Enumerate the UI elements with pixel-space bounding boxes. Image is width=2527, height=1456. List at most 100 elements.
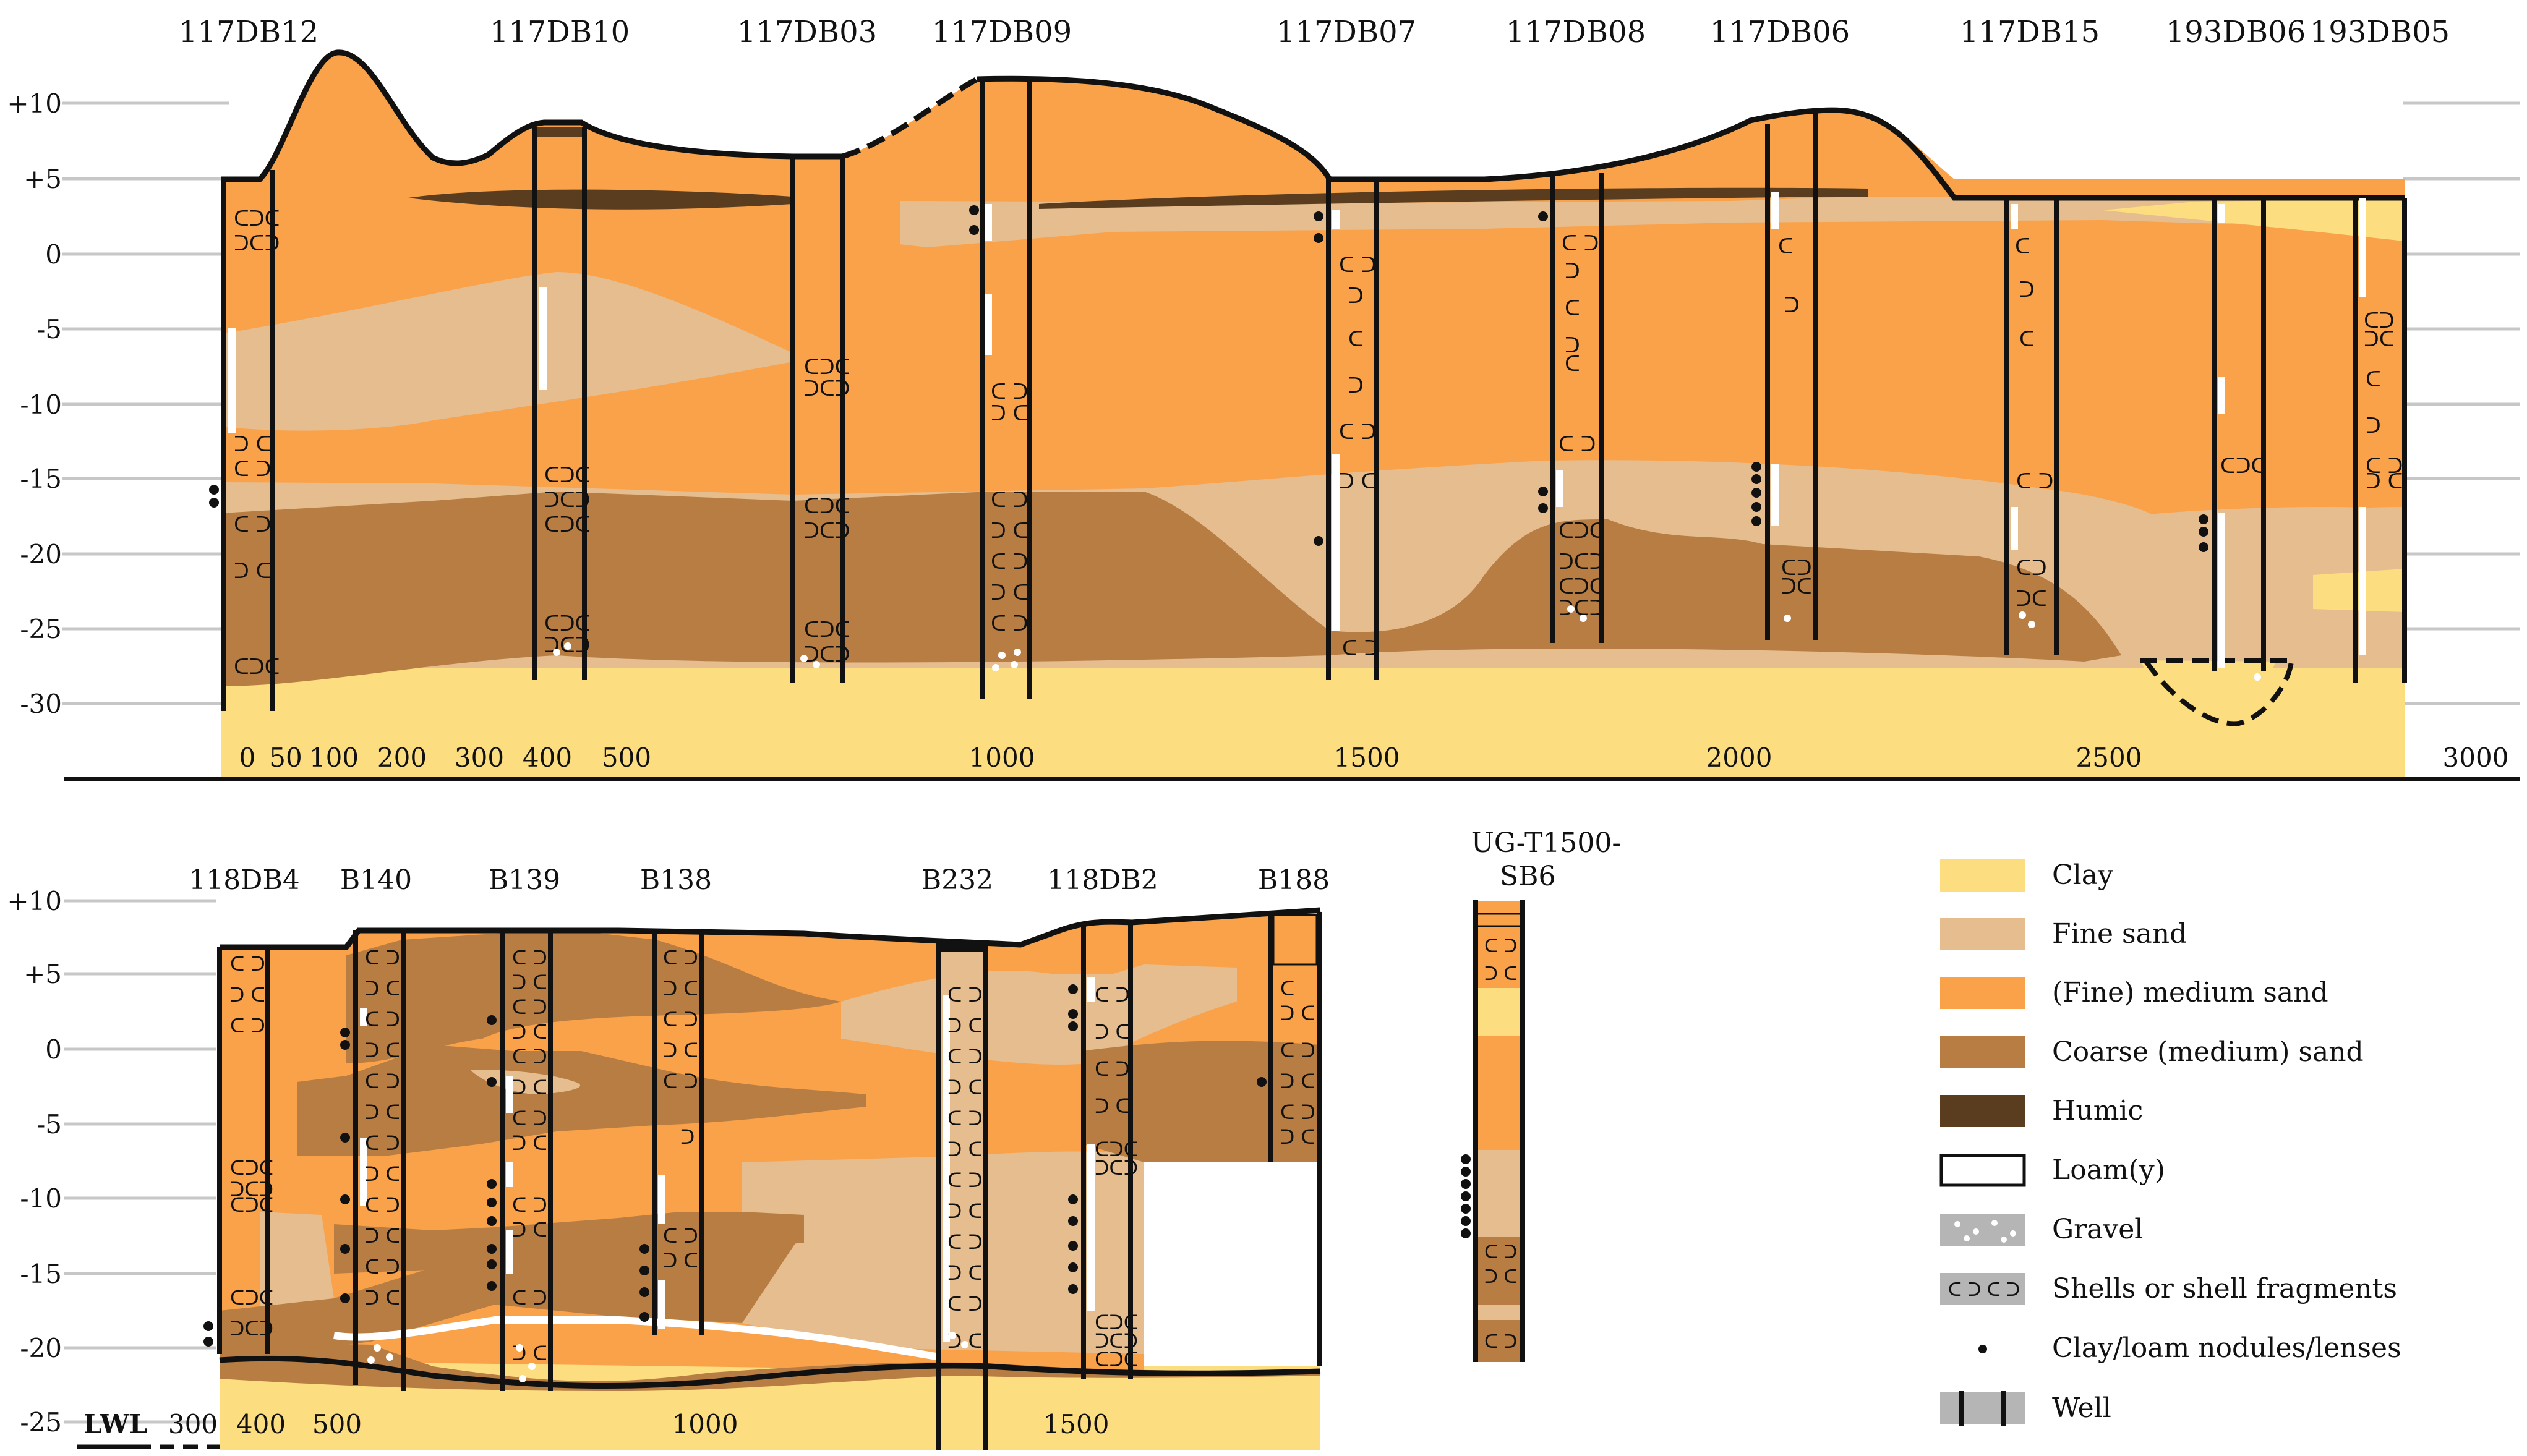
svg-text:ᑕᑐᑕ: ᑕᑐᑕ <box>804 618 850 642</box>
distance-label: 400 <box>236 1409 286 1439</box>
bottom-fine-sand-left <box>260 1212 334 1311</box>
side-well-label-line2: SB6 <box>1500 861 1555 892</box>
top-distance-tick-labels: 0 50 100 200 300 400 500 1000 1500 2000 … <box>239 743 2509 773</box>
svg-text:ᑕ ᑐ: ᑕ ᑐ <box>512 995 547 1019</box>
side-well-label-line1: UG-T1500- <box>1471 827 1622 859</box>
depth-label: -15 <box>20 1259 62 1289</box>
distance-label: 3000 <box>2443 743 2509 773</box>
svg-text:ᑕ ᑐ: ᑕ ᑐ <box>1280 1101 1315 1124</box>
bottom-nodule-marks <box>203 984 1267 1347</box>
svg-text:ᑕ: ᑕ <box>1348 327 1364 352</box>
legend-item-shells: ᑕ ᑐ ᑕ ᑐ Shells or shell fragments <box>1940 1273 2397 1305</box>
svg-text:ᑕᑐ: ᑕᑐ <box>2364 309 2395 333</box>
top-strata <box>221 49 2405 777</box>
svg-text:ᑕ ᑐ: ᑕ ᑐ <box>991 550 1028 574</box>
depth-label: -25 <box>20 1407 62 1437</box>
svg-text:ᑐ ᑕ: ᑐ ᑕ <box>1339 469 1376 494</box>
svg-text:ᑐ: ᑐ <box>1348 284 1364 309</box>
well-label: B140 <box>340 864 412 896</box>
b188-lines <box>1272 914 1318 966</box>
top-wells <box>221 79 2407 711</box>
legend-label: Clay/loam nodules/lenses <box>2052 1332 2401 1364</box>
well-label: B188 <box>1258 864 1330 896</box>
svg-text:ᑐ ᑕ: ᑐ ᑕ <box>234 559 271 584</box>
well-label: 193DB05 <box>2310 15 2450 49</box>
svg-text:ᑐ ᑕ: ᑐ ᑕ <box>512 1131 547 1155</box>
legend-label: Fine sand <box>2052 918 2187 950</box>
svg-text:ᑕ ᑐ: ᑕ ᑐ <box>991 611 1028 636</box>
svg-text:ᑕᑐᑕ: ᑕᑐᑕ <box>804 355 850 380</box>
distance-label: 0 <box>239 743 256 773</box>
legend-item-gravel: Gravel <box>1940 1214 2143 1246</box>
svg-text:ᑐ ᑕ: ᑐ ᑕ <box>234 432 271 457</box>
bottom-coarse-lower <box>220 1230 804 1360</box>
top-fine-sand-band-1 <box>900 197 2405 247</box>
svg-text:ᑐ ᑕ: ᑐ ᑕ <box>365 1162 400 1186</box>
well-label: 117DB06 <box>1710 15 1850 49</box>
top-fine-sand-right <box>2103 507 2405 655</box>
depth-label: 0 <box>45 1034 62 1065</box>
well-label: 193DB06 <box>2166 15 2306 49</box>
svg-text:ᑐ ᑕ: ᑐ ᑕ <box>947 1138 983 1161</box>
bottom-gravel-marks <box>367 1332 968 1382</box>
bottom-distance-tick-labels: 300 400 500 1000 1500 <box>168 1409 1110 1439</box>
distance-label: 2500 <box>2076 743 2142 773</box>
svg-text:ᑐᑕᑐ: ᑐᑕᑐ <box>230 1317 273 1340</box>
svg-text:ᑕ ᑐ: ᑕ ᑐ <box>365 1255 400 1279</box>
top-humic-lens-2 <box>1039 187 1868 209</box>
svg-text:ᑕᑐᑕ: ᑕᑐᑕ <box>234 206 280 231</box>
svg-text:ᑐᑕᑐ: ᑐᑕᑐ <box>1559 550 1604 574</box>
svg-text:ᑕᑐᑕ: ᑕᑐᑕ <box>230 1286 273 1309</box>
svg-text:ᑐ ᑕ: ᑐ ᑕ <box>512 1218 547 1241</box>
svg-text:ᑕ ᑐ: ᑕ ᑐ <box>234 457 271 482</box>
top-nodule-marks <box>209 205 2208 552</box>
well-label: 117DB10 <box>490 15 630 49</box>
svg-text:ᑐ ᑕ: ᑐ ᑕ <box>1484 963 1517 985</box>
svg-text:ᑕᑐᑕ: ᑕᑐᑕ <box>1095 1138 1138 1161</box>
svg-text:ᑐ ᑕ: ᑐ ᑕ <box>947 1199 983 1223</box>
legend-item-well: Well <box>1940 1391 2111 1426</box>
svg-text:ᑐᑕ: ᑐᑕ <box>1781 574 1812 599</box>
depth-label: -20 <box>20 1333 62 1363</box>
legend-label: Gravel <box>2052 1214 2143 1245</box>
svg-text:ᑕᑐᑕ: ᑕᑐᑕ <box>804 494 850 519</box>
top-loam-marks <box>228 192 2366 668</box>
svg-text:ᑕ ᑐ: ᑕ ᑐ <box>1562 231 1599 256</box>
svg-text:ᑕ ᑐ: ᑕ ᑐ <box>2366 454 2403 479</box>
depth-label: 0 <box>45 239 62 270</box>
svg-text:ᑕ: ᑕ <box>1565 352 1580 377</box>
svg-text:ᑐ ᑕ: ᑐ ᑕ <box>991 581 1028 605</box>
depth-label: -20 <box>20 539 62 569</box>
svg-text:ᑕ ᑐ: ᑕ ᑐ <box>947 983 983 1007</box>
svg-text:ᑐ: ᑐ <box>680 1125 695 1149</box>
svg-text:ᑕᑐ: ᑕᑐ <box>1781 556 1812 581</box>
bottom-wells <box>217 912 1322 1450</box>
svg-text:ᑕ: ᑕ <box>2015 234 2030 259</box>
svg-text:ᑕ ᑐ: ᑕ ᑐ <box>512 1045 547 1068</box>
svg-text:ᑐ ᑕ: ᑐ ᑕ <box>365 1286 400 1309</box>
legend-item-fine-sand: Fine sand <box>1940 918 2187 950</box>
legend-item-nodules: Clay/loam nodules/lenses <box>1978 1332 2401 1364</box>
svg-text:ᑐᑕᑐ: ᑐᑕᑐ <box>804 377 850 401</box>
svg-text:ᑐ ᑕ: ᑐ ᑕ <box>663 1249 698 1272</box>
legend: Clay Fine sand (Fine) medium sand Coarse… <box>1939 859 2401 1426</box>
legend-label: Humic <box>2052 1095 2143 1126</box>
svg-text:ᑕᑐᑕ: ᑕᑐᑕ <box>230 1193 273 1217</box>
bottom-loam-line <box>333 1316 941 1361</box>
svg-text:ᑕ: ᑕ <box>2019 327 2035 352</box>
bottom-surface-line <box>220 907 1321 950</box>
svg-text:ᑕ ᑐ: ᑕ ᑐ <box>1559 432 1596 457</box>
svg-text:ᑕ ᑐ: ᑕ ᑐ <box>1095 1057 1130 1081</box>
depth-label: -15 <box>20 464 62 494</box>
svg-text:ᑕ ᑐ: ᑕ ᑐ <box>365 1008 400 1031</box>
svg-text:ᑐ ᑕ: ᑐ ᑕ <box>663 1039 698 1062</box>
top-depth-tick-labels: +10 +5 0 -5 -10 -15 -20 -25 -30 <box>7 88 62 719</box>
bottom-base-line <box>219 1355 1321 1389</box>
bottom-depth-tick-labels: +10 +5 0 -5 -10 -15 -20 -25 <box>7 886 62 1437</box>
svg-text:ᑐ ᑕ: ᑐ ᑕ <box>947 1261 983 1285</box>
svg-text:ᑕ ᑐ: ᑕ ᑐ <box>1280 1039 1315 1062</box>
top-fine-sand-lens-1 <box>221 272 793 431</box>
svg-text:ᑕ ᑐ: ᑕ ᑐ <box>1342 636 1379 661</box>
